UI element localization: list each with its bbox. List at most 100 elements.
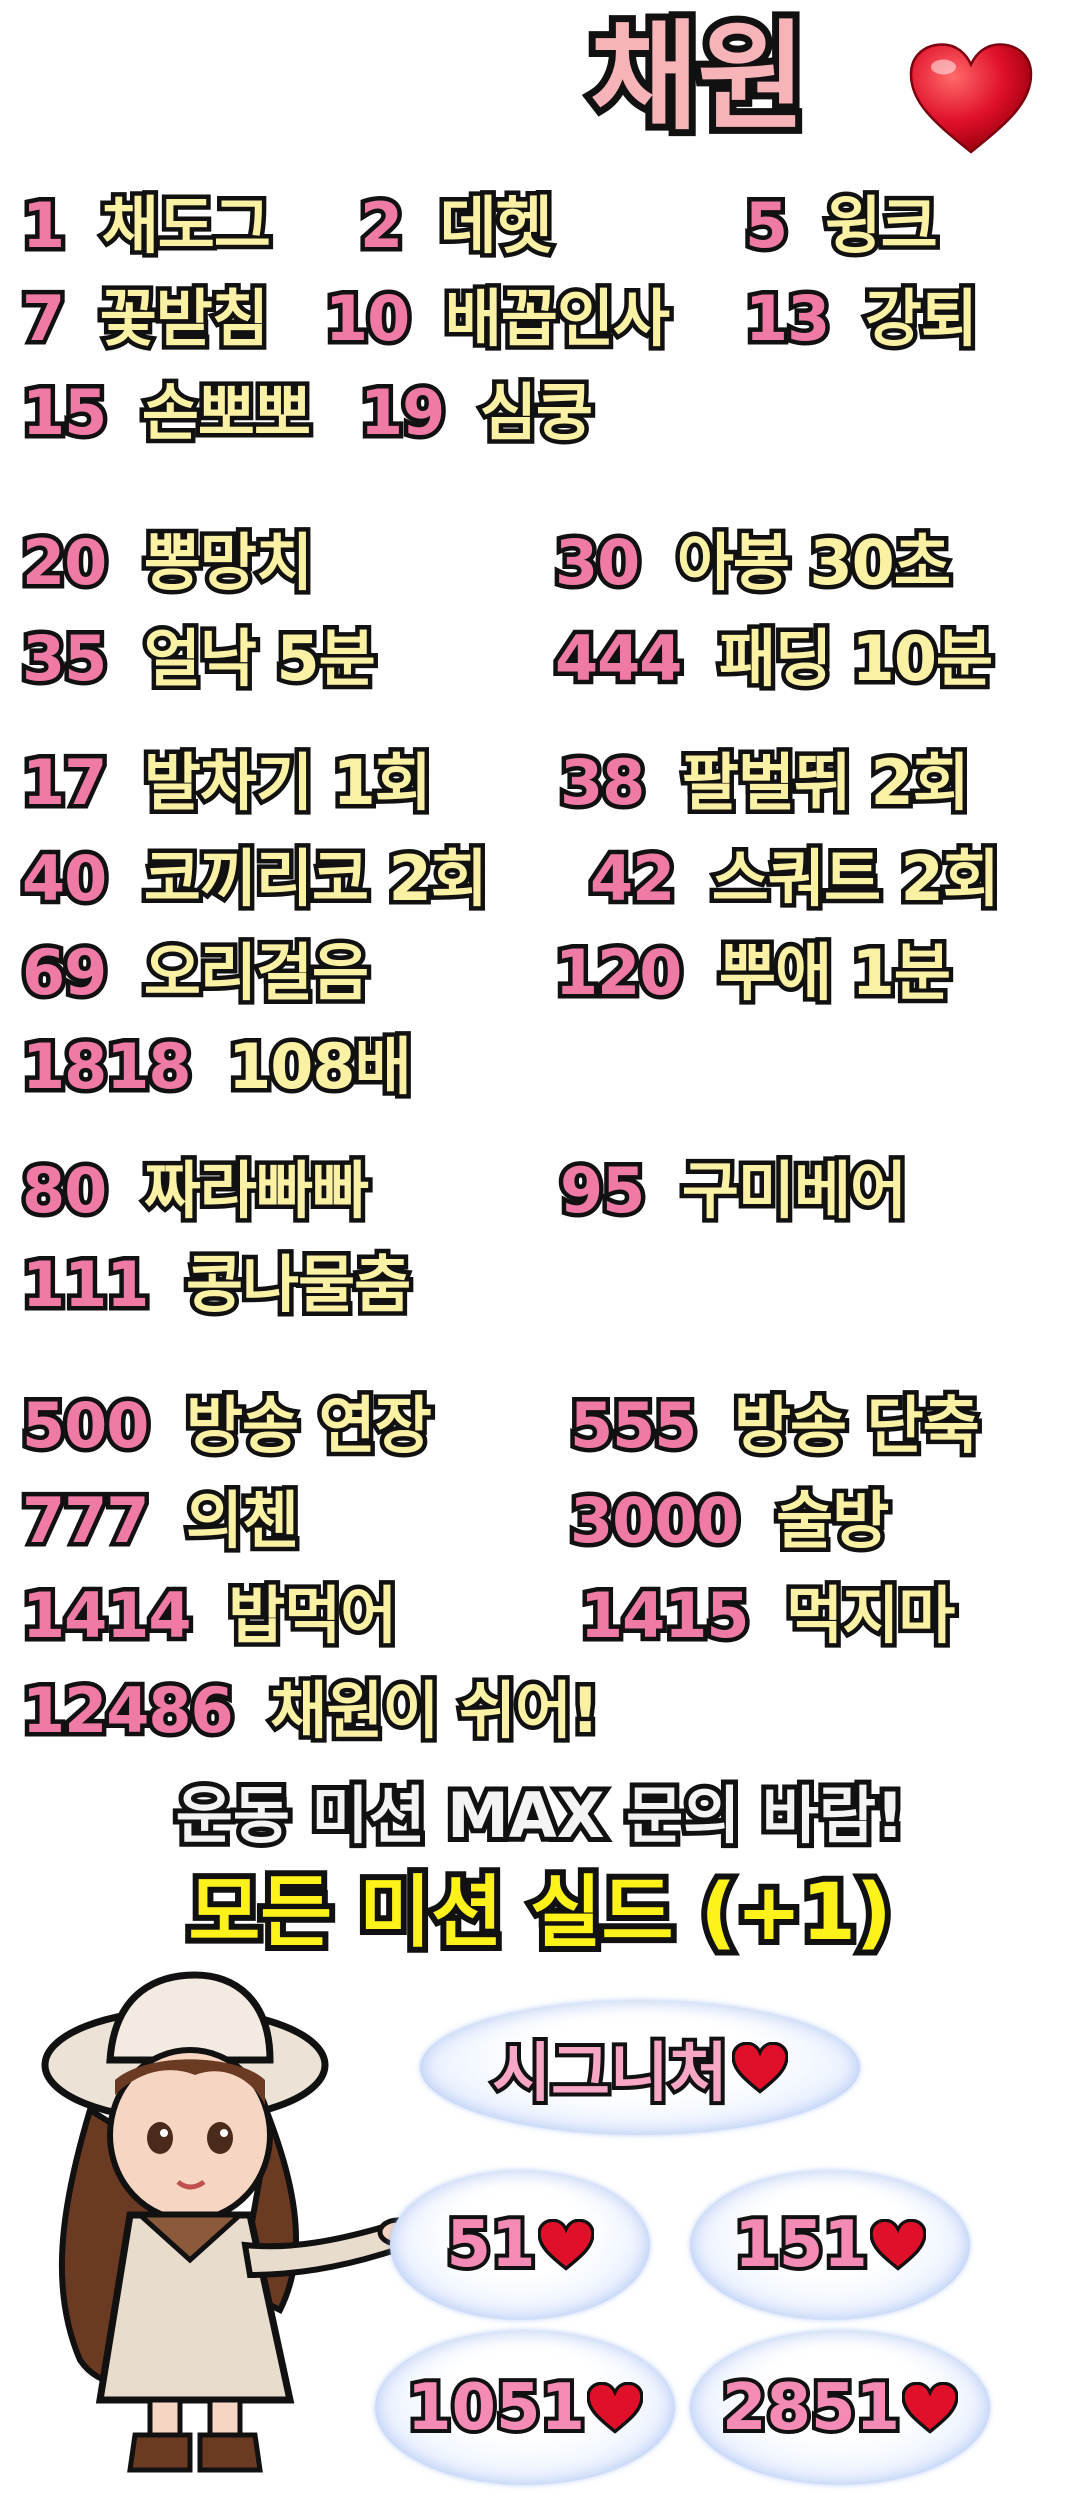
mission-label: 배꼽인사 <box>440 282 674 355</box>
list-item: 500 방송 연장 <box>17 1389 437 1462</box>
mission-number: 120 <box>550 936 686 1009</box>
signature-number: 51 <box>442 2204 539 2286</box>
list-item: 1414 밥먹어 <box>18 1579 402 1652</box>
mission-label: 채도그 <box>97 189 275 262</box>
title-text: 채원 <box>583 8 813 146</box>
list-item: 17 발차기 1회 <box>17 746 436 819</box>
mission-label: 팔벌뛰 2회 <box>677 746 974 819</box>
list-item: 12486 채원이 쉬어! <box>18 1674 604 1747</box>
mission-label: 윙크 <box>820 189 942 262</box>
signature-item-151: 151 <box>690 2170 970 2320</box>
mission-number: 30 <box>550 526 644 599</box>
list-item: 38 팔벌뛰 2회 <box>555 746 974 819</box>
list-item: 95 구미베어 <box>555 1154 911 1227</box>
mission-number: 80 <box>17 1154 111 1227</box>
signature-badge: 시그니처 <box>420 2000 860 2135</box>
signature-label: 시그니처 <box>488 2033 732 2115</box>
mission-number: 1 <box>17 189 69 262</box>
mission-number: 1414 <box>18 1579 197 1652</box>
signature-number: 1051 <box>403 2367 589 2449</box>
mission-number: 1415 <box>576 1579 755 1652</box>
mission-number: 500 <box>17 1389 153 1462</box>
mission-label: 108배 <box>224 1030 416 1103</box>
max-inquiry-notice: 운동 미션 MAX 문의 바람! <box>171 1774 909 1857</box>
list-item: 40 코끼리코 2회 <box>17 842 492 915</box>
list-item: 2 데헷 <box>355 189 557 262</box>
mission-label: 뽕망치 <box>139 526 317 599</box>
mission-number: 42 <box>585 842 679 915</box>
heart-icon <box>537 2219 594 2271</box>
mission-label: 패딩 10분 <box>715 622 998 695</box>
signature-number: 151 <box>730 2204 872 2286</box>
all-mission-shield-notice: 모든 미션 실드 (+1) <box>183 1862 898 1964</box>
character-illustration <box>41 1971 419 2473</box>
mission-number: 35 <box>17 622 111 695</box>
mission-number: 5 <box>740 189 792 262</box>
mission-label: 강퇴 <box>860 282 982 355</box>
mission-label: 꽃받침 <box>95 282 273 355</box>
mission-number: 38 <box>555 746 649 819</box>
list-item: 80 짜라빠빠 <box>17 1154 373 1227</box>
mission-number: 15 <box>17 376 111 449</box>
mission-label: 손뽀뽀 <box>137 376 315 449</box>
list-item: 3000 술방 <box>566 1484 894 1557</box>
list-item: 15 손뽀뽀 <box>17 376 315 449</box>
mission-number: 1818 <box>18 1030 197 1103</box>
mission-label: 의첸 <box>182 1484 304 1557</box>
mission-number: 40 <box>17 842 111 915</box>
mission-label: 데헷 <box>435 189 557 262</box>
list-item: 111 콩나물춤 <box>17 1248 415 1321</box>
mission-label: 얼낙 5분 <box>139 622 380 695</box>
mission-label: 스쿼트 2회 <box>707 842 1004 915</box>
signature-item-2851: 2851 <box>690 2330 990 2485</box>
mission-label: 짜라빠빠 <box>139 1154 373 1227</box>
mission-number: 777 <box>17 1484 153 1557</box>
page-title: 채원 <box>583 11 813 143</box>
signature-item-51: 51 <box>390 2170 650 2320</box>
mission-number: 19 <box>355 376 449 449</box>
list-item: 30 아봉 30초 <box>550 526 955 599</box>
list-item: 444 패딩 10분 <box>550 622 998 695</box>
list-item: 120 뿌애 1분 <box>550 936 955 1009</box>
mission-label: 구미베어 <box>677 1154 911 1227</box>
mission-number: 111 <box>17 1248 153 1321</box>
list-item: 69 오리걸음 <box>17 936 373 1009</box>
mission-number: 20 <box>17 526 111 599</box>
mission-label: 술방 <box>772 1484 894 1557</box>
mission-number: 95 <box>555 1154 649 1227</box>
list-item: 1 채도그 <box>17 189 275 262</box>
heart-icon <box>587 2381 644 2434</box>
mission-label: 먹지마 <box>782 1579 960 1652</box>
mission-number: 17 <box>17 746 111 819</box>
mission-label: 밥먹어 <box>224 1579 402 1652</box>
mission-number: 555 <box>565 1389 701 1462</box>
mission-number: 69 <box>17 936 111 1009</box>
list-item: 13 강퇴 <box>740 282 982 355</box>
list-item: 42 스쿼트 2회 <box>585 842 1004 915</box>
mission-number: 13 <box>740 282 834 355</box>
mission-number: 2 <box>355 189 407 262</box>
mission-label: 채원이 쉬어! <box>266 1674 604 1747</box>
mission-label: 코끼리코 2회 <box>139 842 492 915</box>
heart-icon <box>902 2381 959 2434</box>
mission-number: 12486 <box>18 1674 239 1747</box>
signature-item-1051: 1051 <box>375 2330 675 2485</box>
mission-label: 발차기 1회 <box>139 746 436 819</box>
list-item: 7 꽃받침 <box>17 282 273 355</box>
list-item: 1415 먹지마 <box>576 1579 960 1652</box>
list-item: 777 의첸 <box>17 1484 304 1557</box>
list-item: 10 배꼽인사 <box>320 282 674 355</box>
mission-label: 방송 단축 <box>730 1389 985 1462</box>
signature-number: 2851 <box>718 2367 904 2449</box>
list-item: 1818 108배 <box>18 1030 417 1103</box>
list-item: 35 얼낙 5분 <box>17 622 380 695</box>
mission-label: 방송 연장 <box>182 1389 437 1462</box>
heart-icon <box>909 43 1033 154</box>
heart-icon <box>731 2041 788 2094</box>
mission-label: 오리걸음 <box>139 936 373 1009</box>
list-item: 555 방송 단축 <box>565 1389 985 1462</box>
mission-number: 3000 <box>566 1484 745 1557</box>
mission-number: 7 <box>17 282 69 355</box>
mission-label: 심쿵 <box>475 376 597 449</box>
mission-number: 10 <box>320 282 414 355</box>
